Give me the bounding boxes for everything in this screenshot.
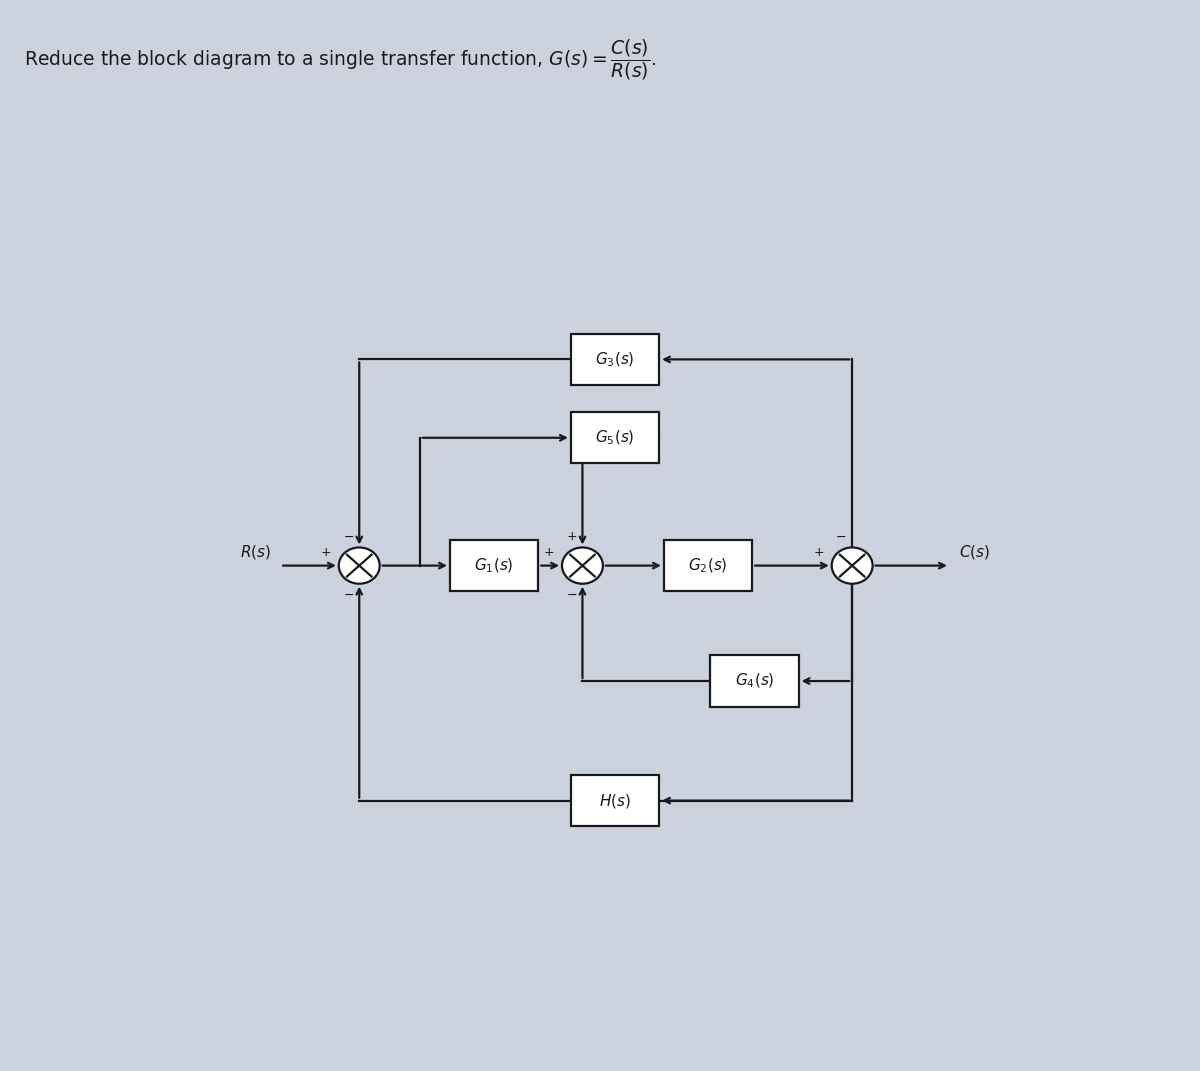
Text: $-$: $-$ xyxy=(565,588,577,601)
Text: $C(s)$: $C(s)$ xyxy=(959,543,990,561)
Circle shape xyxy=(832,547,872,584)
Bar xyxy=(664,540,752,591)
Text: $R(s)$: $R(s)$ xyxy=(240,543,271,561)
Text: $+$: $+$ xyxy=(320,546,331,559)
Bar xyxy=(571,775,659,826)
Text: Reduce the block diagram to a single transfer function, $G(s) = \dfrac{C(s)}{R(s: Reduce the block diagram to a single tra… xyxy=(24,37,656,82)
Text: $G_2(s)$: $G_2(s)$ xyxy=(689,557,727,575)
Text: $G_5(s)$: $G_5(s)$ xyxy=(595,428,635,447)
Text: $-$: $-$ xyxy=(835,530,846,543)
Circle shape xyxy=(562,547,602,584)
Text: $-$: $-$ xyxy=(342,588,354,601)
Bar xyxy=(571,334,659,384)
Bar xyxy=(710,655,799,707)
Text: $+$: $+$ xyxy=(814,546,824,559)
Text: $G_4(s)$: $G_4(s)$ xyxy=(734,672,774,690)
Text: $G_3(s)$: $G_3(s)$ xyxy=(595,350,635,368)
Text: $+$: $+$ xyxy=(565,530,577,543)
Text: $-$: $-$ xyxy=(342,530,354,543)
Text: $+$: $+$ xyxy=(544,546,554,559)
Bar xyxy=(450,540,539,591)
Bar xyxy=(571,412,659,464)
Text: $H(s)$: $H(s)$ xyxy=(599,791,631,810)
Circle shape xyxy=(338,547,379,584)
Text: $G_1(s)$: $G_1(s)$ xyxy=(474,557,514,575)
